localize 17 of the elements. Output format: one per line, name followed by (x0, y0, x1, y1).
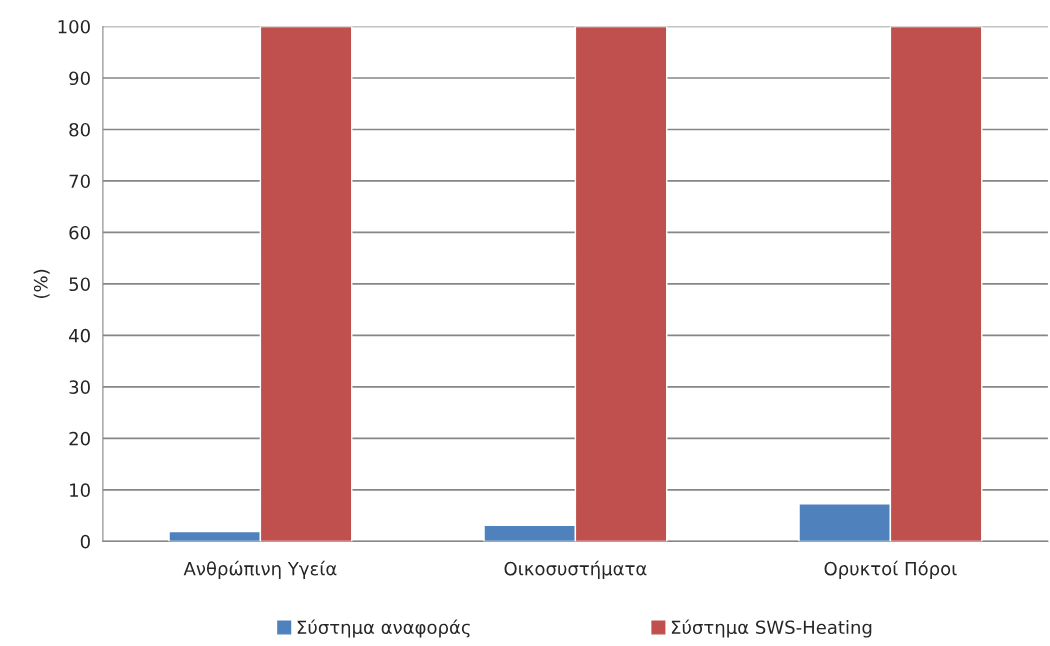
x-tick-label: Ανθρώπινη Υγεία (183, 560, 337, 579)
y-tick-label: 20 (69, 431, 90, 446)
y-tick-label: 30 (69, 380, 90, 395)
legend-label: Σύστημα αναφοράς (297, 619, 470, 638)
x-tick-label: Ορυκτοί Πόροι (824, 560, 957, 579)
y-tick-label: 60 (69, 225, 90, 240)
legend-label: Σύστημα SWS-Heating (671, 619, 872, 638)
y-tick-label: 70 (69, 174, 90, 189)
y-tick-label: 90 (69, 71, 90, 86)
y-tick-label: 80 (69, 122, 90, 137)
y-tick-label: 0 (80, 534, 90, 549)
x-tick-label: Οικοσυστήματα (504, 560, 647, 579)
y-tick-label: 50 (69, 277, 90, 292)
y-tick-label: 10 (70, 483, 90, 497)
y-axis-title: (%) (33, 269, 50, 298)
y-tick-label: 100 (58, 19, 90, 34)
y-tick-label: 40 (69, 328, 90, 343)
